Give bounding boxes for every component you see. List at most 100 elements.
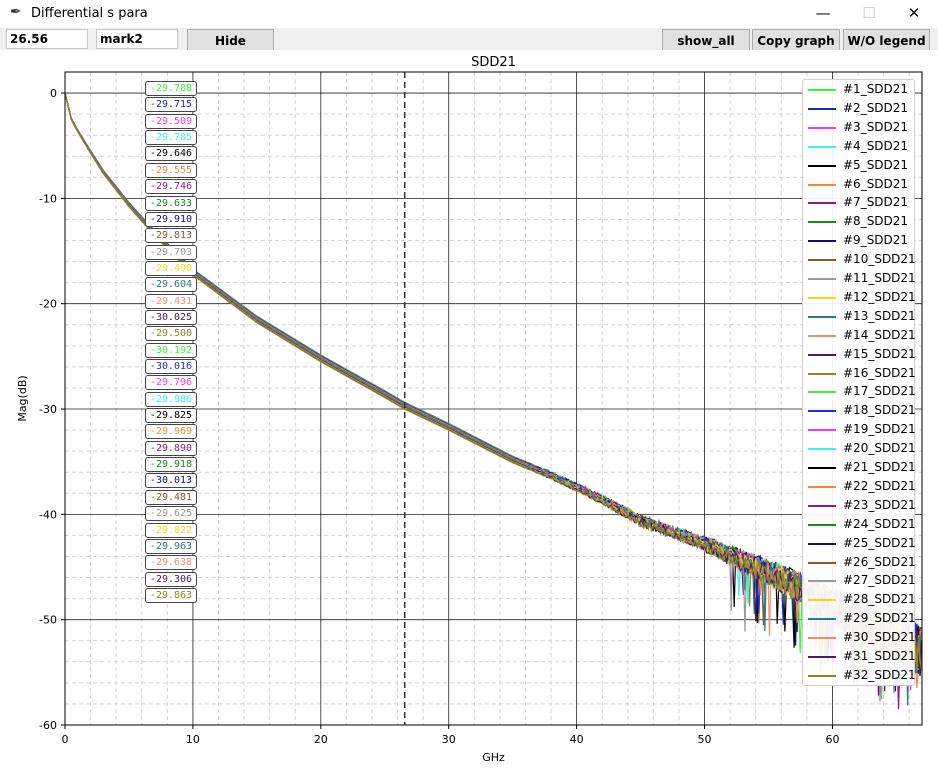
marker-value-label: -29.625 [145, 506, 197, 522]
legend-swatch [808, 580, 836, 583]
x-tick-label: 40 [570, 733, 584, 746]
legend-label: #20_SDD21 [843, 441, 916, 456]
legend-label: #11_SDD21 [843, 271, 916, 285]
chart-title: SDD21 [471, 55, 516, 70]
legend-swatch [808, 145, 836, 148]
maximize-button[interactable]: ☐ [862, 4, 876, 22]
legend-item[interactable]: #15_SDD21 [806, 346, 916, 364]
hide-button[interactable]: Hide [187, 29, 274, 54]
legend-item[interactable]: #12_SDD21 [806, 289, 916, 307]
legend-item[interactable]: #22_SDD21 [806, 478, 916, 496]
legend-label: #21_SDD21 [843, 460, 916, 474]
marker-value-label: -30.016 [145, 359, 197, 374]
legend-item[interactable]: #32_SDD21 [806, 667, 916, 685]
marker-value-label: -29.490 [145, 260, 197, 276]
legend-swatch [808, 410, 836, 413]
legend-swatch [808, 202, 836, 205]
legend-swatch [808, 656, 836, 658]
legend-swatch [808, 296, 836, 299]
legend-label: #8_SDD21 [843, 214, 909, 229]
legend-item[interactable]: #4_SDD21 [806, 138, 916, 156]
legend-item[interactable]: #28_SDD21 [806, 591, 916, 609]
y-tick-label: -40 [39, 508, 57, 521]
marker-value-label: -29.646 [145, 146, 197, 162]
legend-swatch [808, 391, 836, 394]
marker-value-label: -29.306 [145, 571, 197, 587]
plot-frame [64, 71, 923, 726]
legend-item[interactable]: #29_SDD21 [806, 610, 916, 628]
legend-item[interactable]: #1_SDD21 [806, 81, 916, 99]
legend-item[interactable]: #27_SDD21 [806, 572, 916, 590]
legend-item[interactable]: #10_SDD21 [806, 251, 916, 269]
legend-item[interactable]: #31_SDD21 [806, 648, 916, 666]
legend-label: #4_SDD21 [843, 138, 909, 153]
legend-item[interactable]: #30_SDD21 [806, 629, 916, 647]
close-button[interactable]: ✕ [907, 4, 921, 22]
legend-item[interactable]: #25_SDD21 [806, 535, 916, 553]
legend-swatch [808, 429, 836, 432]
marker-value-label: -29.825 [145, 408, 197, 423]
legend-swatch [808, 334, 836, 337]
legend-swatch [808, 315, 836, 318]
legend-swatch [808, 259, 836, 262]
legend-swatch [808, 485, 836, 488]
legend-item[interactable]: #19_SDD21 [806, 421, 916, 439]
marker-value-label: -29.918 [145, 457, 197, 473]
legend-item[interactable]: #26_SDD21 [806, 554, 916, 572]
legend-label: #9_SDD21 [843, 233, 909, 248]
y-axis-label: Mag(dB) [16, 375, 29, 421]
marker-value-label: -29.963 [145, 538, 197, 554]
x-axis-label: GHz [482, 751, 505, 764]
sdd21-chart[interactable]: 0 10 20 30 40 50 60 0 -10 -20 -30 -40 -50 -60 SDD21 G… [0, 50, 938, 776]
legend-label: #28_SDD21 [843, 592, 916, 607]
legend-label: #10_SDD21 [843, 252, 916, 267]
marker-value-label: -29.863 [145, 587, 197, 603]
legend-item[interactable]: #11_SDD21 [806, 270, 916, 288]
y-tick-label: -30 [39, 403, 57, 416]
feather-icon: ✒ [10, 4, 22, 20]
marker-value-label: -29.890 [145, 440, 197, 456]
curve-32_sdd21 [64, 92, 923, 673]
legend-item[interactable]: #5_SDD21 [806, 157, 916, 175]
legend-item[interactable]: #23_SDD21 [806, 497, 916, 515]
legend-item[interactable]: #24_SDD21 [806, 516, 916, 534]
legend-swatch [808, 107, 836, 110]
x-tick-label: 50 [698, 733, 712, 746]
legend-label: #3_SDD21 [843, 119, 909, 134]
legend-item[interactable]: #2_SDD21 [806, 100, 916, 118]
minimize-button[interactable]: — [815, 4, 831, 22]
legend-label: #25_SDD21 [843, 535, 916, 550]
legend-item[interactable]: #17_SDD21 [806, 383, 916, 401]
legend-item[interactable]: #8_SDD21 [806, 213, 916, 231]
legend-item[interactable]: #20_SDD21 [806, 440, 916, 458]
legend-swatch [808, 542, 836, 545]
legend-label: #12_SDD21 [843, 289, 916, 304]
legend-item[interactable]: #14_SDD21 [806, 327, 916, 345]
copy-graph-button[interactable]: Copy graph [752, 29, 840, 54]
marker-value-label: -29.746 [145, 179, 197, 195]
legend-item[interactable]: #7_SDD21 [806, 194, 916, 212]
legend-label: #7_SDD21 [843, 195, 909, 210]
x-tick-label: 20 [314, 733, 328, 746]
marker-value-label: -29.500 [145, 326, 197, 342]
legend-item[interactable]: #13_SDD21 [806, 308, 916, 326]
y-tick-label: -20 [39, 298, 57, 311]
legend-item[interactable]: #16_SDD21 [806, 365, 916, 383]
marker-frequency-input[interactable]: 26.56 [6, 29, 88, 49]
legend-item[interactable]: #18_SDD21 [806, 402, 916, 420]
legend-item[interactable]: #21_SDD21 [806, 459, 916, 477]
legend-item[interactable]: #3_SDD21 [806, 119, 916, 137]
legend-item[interactable]: #6_SDD21 [806, 176, 916, 194]
marker-value-label: -29.910 [145, 211, 197, 227]
legend-label: #24_SDD21 [843, 516, 916, 531]
legend-swatch [808, 523, 836, 526]
marker-value-label: -29.813 [145, 228, 197, 244]
legend-item[interactable]: #9_SDD21 [806, 232, 916, 250]
legend-label: #5_SDD21 [843, 157, 909, 172]
legend-label: #17_SDD21 [843, 384, 916, 399]
marker-value-label: -29.796 [145, 375, 197, 391]
marker-value-label: -29.703 [145, 244, 197, 260]
marker-name-input[interactable]: mark2 [96, 29, 178, 49]
marker-value-label: -29.481 [145, 489, 197, 505]
legend-swatch [808, 372, 836, 375]
